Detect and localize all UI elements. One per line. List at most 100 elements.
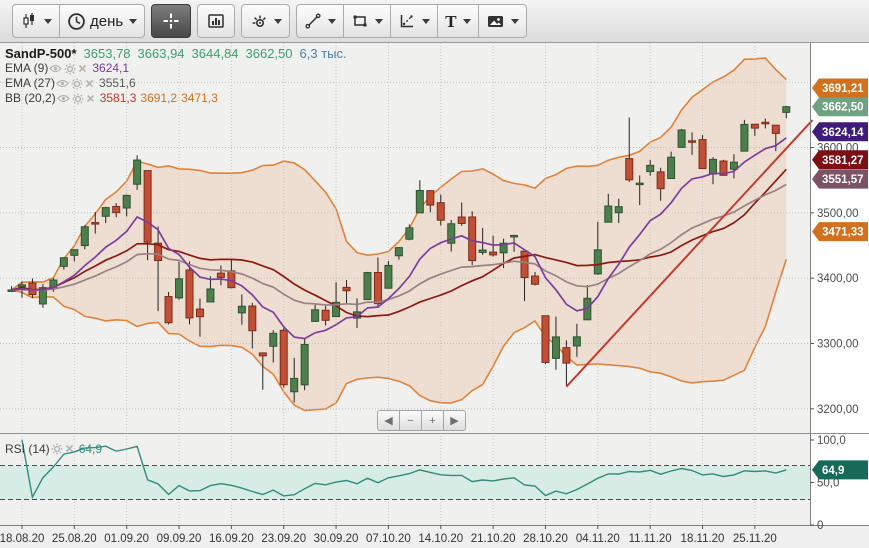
- rsi-layer: [0, 439, 810, 500]
- interval-button[interactable]: день: [59, 4, 146, 38]
- chevron-down-icon: [328, 18, 337, 24]
- open-value: 3653,78: [83, 46, 131, 61]
- svg-text:25.08.20: 25.08.20: [52, 533, 97, 545]
- shape-tool-button[interactable]: [343, 4, 392, 38]
- zoom-out-button[interactable]: −: [399, 410, 422, 431]
- image-tool-button[interactable]: [477, 4, 527, 38]
- svg-text:28.10.20: 28.10.20: [523, 533, 568, 545]
- indicators-button[interactable]: [197, 4, 236, 38]
- svg-text:21.10.20: 21.10.20: [471, 533, 516, 545]
- eye-icon[interactable]: [56, 94, 70, 103]
- indicator-row-ema27: EMA (27) 3551,6: [5, 76, 354, 91]
- gear-icon[interactable]: [64, 63, 76, 75]
- trend-tool-button[interactable]: [390, 4, 439, 38]
- rsi-pane[interactable]: [0, 434, 810, 526]
- svg-text:100,0: 100,0: [817, 435, 846, 447]
- svg-text:3624,14: 3624,14: [822, 127, 864, 139]
- indicator-row-ema9: EMA (9) 3624,1: [5, 61, 354, 76]
- interval-label: день: [90, 12, 124, 30]
- svg-text:14.10.20: 14.10.20: [418, 533, 463, 545]
- symbol-row: SandP-500* 3653,78 3663,94 3644,84 3662,…: [5, 46, 354, 61]
- svg-text:3581,27: 3581,27: [822, 155, 864, 167]
- display-settings-button[interactable]: [241, 4, 291, 38]
- rsi-legend: RSI (14) 64,9: [5, 441, 102, 456]
- scroll-right-button[interactable]: ▶: [443, 410, 466, 431]
- close-icon[interactable]: [65, 444, 74, 453]
- bb-upper-value: 3691,2: [140, 91, 178, 105]
- gear-icon[interactable]: [51, 443, 63, 455]
- candlestick-chart-type-icon: [23, 13, 34, 28]
- svg-text:18.08.20: 18.08.20: [0, 533, 44, 545]
- close-icon[interactable]: [78, 64, 87, 73]
- crosshair-button[interactable]: [151, 4, 192, 38]
- image-tool-icon: [487, 15, 503, 27]
- svg-text:16.09.20: 16.09.20: [209, 533, 254, 545]
- main-pane-background: [0, 43, 810, 433]
- indicator-name: EMA (9): [5, 61, 49, 75]
- svg-text:01.09.20: 01.09.20: [104, 533, 149, 545]
- eye-icon[interactable]: [56, 79, 69, 88]
- text-tool-button[interactable]: T: [437, 4, 479, 38]
- close-icon[interactable]: [86, 94, 95, 103]
- bb-mid-value: 3581,3: [99, 91, 137, 105]
- low-value: 3644,84: [191, 46, 239, 61]
- volume-value: 6,3 тыс.: [299, 46, 347, 61]
- drawing-tools-group: T: [296, 4, 527, 38]
- svg-text:3400,00: 3400,00: [817, 273, 859, 285]
- svg-text:04.11.20: 04.11.20: [576, 533, 620, 545]
- chevron-down-icon: [274, 18, 283, 24]
- chart-area: 3600,003500,003400,003300,003200,00100,0…: [0, 43, 869, 548]
- rsi-line: [21, 439, 787, 500]
- svg-text:07.10.20: 07.10.20: [366, 533, 411, 545]
- eye-icon[interactable]: [49, 64, 63, 73]
- indicator-row-bb: BB (20,2) 3581,3 3691,2 3471,3: [5, 91, 354, 106]
- chart-type-button[interactable]: [12, 4, 60, 38]
- time-axis-scale[interactable]: [0, 525, 869, 548]
- indicator-value: 3624,1: [92, 61, 130, 75]
- gear-icon[interactable]: [71, 78, 83, 90]
- indicator-name: EMA (27): [5, 76, 56, 90]
- chart-canvas[interactable]: 3600,003500,003400,003300,003200,00100,0…: [0, 43, 869, 548]
- svg-text:11.11.20: 11.11.20: [629, 533, 672, 545]
- indicator-name: BB (20,2): [5, 91, 56, 105]
- time-axis: 18.08.20 25.08.20 01.09.20 09.09.20 16.09.20…: [0, 525, 777, 545]
- zoom-in-button[interactable]: +: [421, 410, 444, 431]
- chevron-down-icon: [422, 18, 431, 24]
- svg-text:23.09.20: 23.09.20: [261, 533, 306, 545]
- ema27-line: [11, 183, 787, 306]
- chevron-down-icon: [129, 18, 138, 24]
- high-value: 3663,94: [137, 46, 185, 61]
- svg-text:50,0: 50,0: [817, 478, 839, 490]
- gear-icon[interactable]: [72, 93, 84, 105]
- svg-text:18.11.20: 18.11.20: [681, 533, 725, 545]
- price-axis-scale[interactable]: [810, 43, 869, 525]
- time-axis-background: [0, 525, 869, 548]
- chart-toolbar: день: [0, 0, 869, 43]
- chevron-down-icon: [510, 18, 519, 24]
- svg-text:3500,00: 3500,00: [817, 208, 859, 220]
- brightness-icon: [252, 15, 267, 27]
- chart-legend: SandP-500* 3653,78 3663,94 3644,84 3662,…: [5, 46, 354, 106]
- chart-type-interval-group: день: [12, 4, 146, 38]
- chevron-down-icon: [462, 18, 471, 24]
- chart-nav-buttons: ◀ − + ▶: [377, 410, 466, 431]
- svg-text:3662,50: 3662,50: [822, 102, 864, 114]
- indicator-value: 3551,6: [99, 76, 136, 90]
- svg-text:3691,21: 3691,21: [822, 83, 864, 95]
- close-value: 3662,50: [245, 46, 293, 61]
- svg-text:30.09.20: 30.09.20: [314, 533, 359, 545]
- indicators-icon: [208, 14, 224, 28]
- line-tool-button[interactable]: [296, 4, 345, 38]
- scroll-left-button[interactable]: ◀: [377, 410, 400, 431]
- indicator-name: RSI (14): [5, 441, 50, 456]
- close-icon[interactable]: [85, 79, 94, 88]
- clock-icon: [68, 12, 85, 30]
- trend-line-drawing[interactable]: [565, 119, 814, 388]
- candles-layer: [7, 105, 791, 403]
- chevron-down-icon: [375, 18, 384, 24]
- chevron-down-icon: [44, 18, 52, 24]
- line-tool-icon: [305, 13, 321, 29]
- svg-text:25.11.20: 25.11.20: [733, 533, 777, 545]
- price-tags-layer: 3691,21 3662,50 3624,14 3581,27 3551,57 3471,…: [812, 78, 868, 480]
